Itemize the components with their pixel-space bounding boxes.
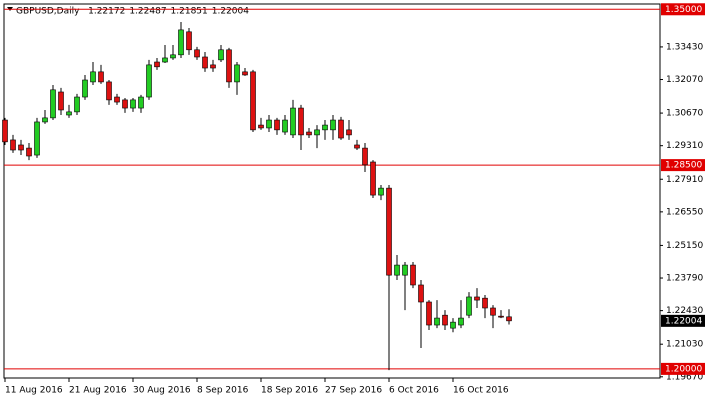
candle-body [138,96,144,109]
header-high: 1.22487 [129,7,166,17]
candle-body [474,296,480,301]
candle-body [314,129,320,136]
candle-body [402,264,408,276]
candle-body [450,321,456,329]
candle-body [202,56,208,69]
candle-body [34,121,40,156]
candle-body [282,119,288,133]
candle-body [66,111,72,116]
candle-body [354,144,360,149]
y-tick-label: 1.21030 [666,340,703,350]
candle-body [490,307,496,316]
candle-body [306,131,312,136]
candle-body [18,144,24,151]
candle-body [418,284,424,303]
candle-body [226,49,232,83]
candle-body [394,264,400,276]
candle-body [250,71,256,131]
candle-body [58,91,64,111]
candle-body [498,315,504,318]
candle-body [98,71,104,83]
candle-body [346,129,352,136]
candle-body [10,139,16,151]
current-price-label: 1.22004 [665,316,702,326]
candle-body [458,317,464,326]
candle-body [410,264,416,286]
candle-body [74,96,80,113]
candle-body [482,297,488,309]
candle-body [146,64,152,98]
level-label: 1.35000 [665,5,702,15]
candle-body [82,79,88,98]
candle-body [234,64,240,83]
level-label-box [661,3,705,16]
candle-body [178,29,184,56]
candle-body [322,124,328,131]
header-open: 1.22172 [88,7,125,17]
candle-body [2,119,8,143]
candle-body [274,119,280,131]
candle-body [218,49,224,61]
candle-body [170,54,176,59]
candle-body [122,99,128,109]
level-label: 1.28500 [665,161,702,171]
y-tick-label: 1.32070 [666,75,703,85]
candle-body [370,161,376,196]
candle-body [114,96,120,103]
candle-body [162,57,168,63]
y-tick-label: 1.27910 [666,175,703,185]
candle-body [106,81,112,101]
candle-body [50,89,56,119]
y-tick-label: 1.26550 [666,207,703,217]
candle-body [378,187,384,196]
candle-body [154,61,160,68]
chart-title: GBPUSD,Daily [16,7,80,17]
x-tick-label: 16 Oct 2016 [453,386,509,396]
x-tick-label: 6 Oct 2016 [389,386,439,396]
candle-body [330,119,336,131]
candle-body [266,119,272,129]
x-tick-label: 21 Aug 2016 [69,386,127,396]
x-tick-label: 30 Aug 2016 [133,386,191,396]
y-tick-label: 1.19670 [666,372,703,382]
candle-body [442,314,448,326]
candle-body [434,317,440,326]
candle-body [26,147,32,157]
level-label-box [661,159,705,172]
candle-body [258,124,264,129]
x-tick-label: 18 Sep 2016 [261,386,318,396]
candle-body [290,107,296,136]
y-tick-label: 1.25150 [666,241,703,251]
level-label-box [661,362,705,375]
y-tick-label: 1.30670 [666,109,703,119]
candle-body [426,301,432,326]
x-tick-label: 8 Sep 2016 [197,386,249,396]
candle-body [386,187,392,276]
candle-body [130,99,136,109]
candle-body [362,147,368,166]
candle-body [506,316,512,322]
candle-body [186,31,192,51]
candle-body [338,119,344,139]
plot-frame [3,3,661,379]
candle-body [210,64,216,69]
level-label: 1.20000 [665,364,702,374]
header-close: 1.22004 [212,7,249,17]
y-tick-label: 1.33430 [666,42,703,52]
candle-body [42,117,48,123]
y-tick-label: 1.29310 [666,141,703,151]
y-tick-label: 1.23790 [666,274,703,284]
candle-body [194,49,200,58]
current-price-box [661,314,705,327]
x-tick-label: 11 Aug 2016 [5,386,63,396]
candle-body [242,71,248,76]
candle-body [466,296,472,316]
candle-body [298,107,304,136]
header-low: 1.21851 [171,7,208,17]
x-tick-label: 27 Sep 2016 [325,386,382,396]
y-tick-label: 1.22430 [666,306,703,316]
candle-body [90,71,96,83]
